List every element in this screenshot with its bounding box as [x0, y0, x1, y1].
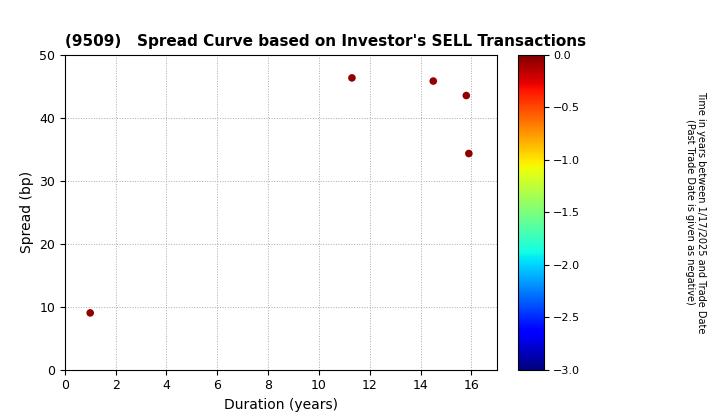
Point	[428, 78, 439, 84]
Point	[84, 310, 96, 316]
Point	[463, 150, 474, 157]
Text: (9509)   Spread Curve based on Investor's SELL Transactions: (9509) Spread Curve based on Investor's …	[65, 34, 586, 49]
Y-axis label: Time in years between 1/17/2025 and Trade Date
(Past Trade Date is given as nega: Time in years between 1/17/2025 and Trad…	[685, 91, 706, 333]
X-axis label: Duration (years): Duration (years)	[224, 398, 338, 412]
Point	[461, 92, 472, 99]
Y-axis label: Spread (bp): Spread (bp)	[19, 171, 34, 253]
Point	[346, 75, 358, 81]
